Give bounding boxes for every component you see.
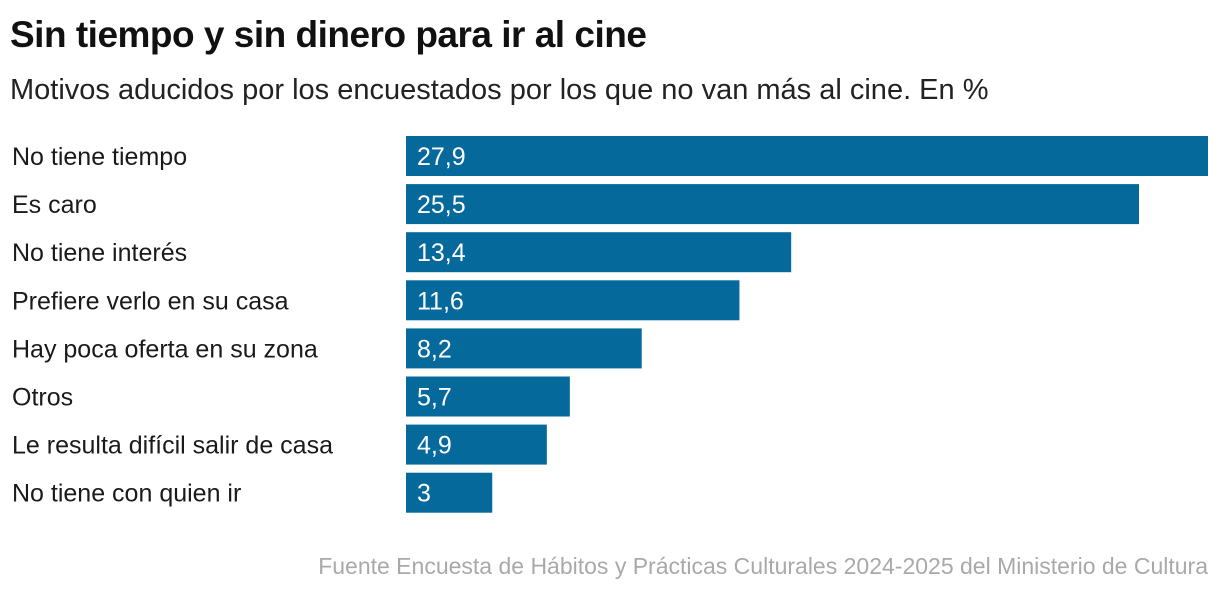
chart-subtitle: Motivos aducidos por los encuestados por… (10, 74, 989, 106)
value-label: 4,9 (417, 432, 452, 460)
value-label: 8,2 (417, 335, 452, 363)
category-label: Otros (12, 384, 73, 412)
bar (406, 328, 642, 369)
bar (406, 280, 740, 321)
category-label: Prefiere verlo en su casa (12, 287, 289, 315)
category-label: Hay poca oferta en su zona (12, 335, 318, 363)
value-label: 5,7 (417, 384, 452, 412)
bar (406, 184, 1140, 225)
category-label: Le resulta difícil salir de casa (12, 432, 333, 460)
chart-title: Sin tiempo y sin dinero para ir al cine (10, 14, 647, 55)
category-label: No tiene con quien ir (12, 480, 241, 508)
bar (406, 424, 547, 465)
value-label: 11,6 (417, 287, 464, 315)
bar (406, 136, 1208, 176)
value-label: 3 (417, 480, 431, 508)
source-note: Fuente Encuesta de Hábitos y Prácticas C… (318, 553, 1208, 579)
bar (406, 376, 570, 417)
bar (406, 472, 493, 513)
value-label: 13,4 (417, 239, 466, 267)
category-label: No tiene interés (12, 239, 187, 267)
value-label: 27,9 (417, 143, 466, 171)
bar (406, 232, 792, 273)
value-label: 25,5 (417, 191, 466, 219)
category-label: Es caro (12, 191, 97, 219)
bar-chart: No tiene tiempo 27,9 Es caro 25,5 No tiene i… (12, 136, 1208, 513)
category-label: No tiene tiempo (12, 143, 187, 171)
